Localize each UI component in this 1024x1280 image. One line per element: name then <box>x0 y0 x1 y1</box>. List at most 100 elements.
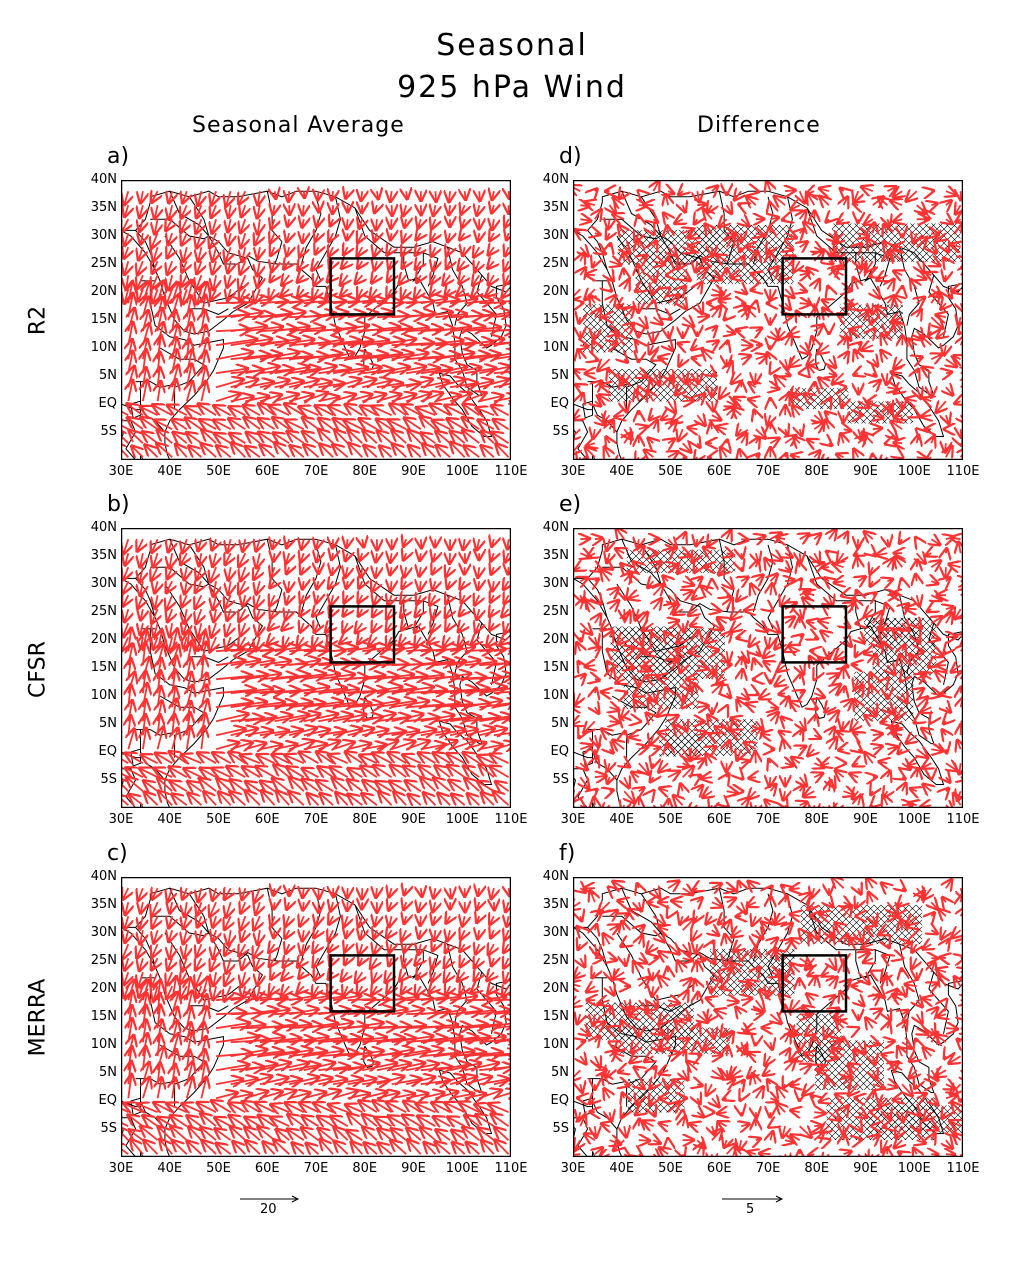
wind-vector <box>303 393 328 402</box>
latitude-tick-label: 5N <box>99 1065 117 1080</box>
wind-vector <box>667 743 668 749</box>
wind-vector <box>462 418 480 430</box>
wind-vector <box>347 394 373 401</box>
wind-vector <box>287 1129 305 1141</box>
wind-vector <box>403 553 406 560</box>
wind-vector <box>479 702 511 707</box>
wind-vector <box>917 1028 928 1034</box>
wind-vector <box>751 289 756 290</box>
wind-vector <box>785 697 789 708</box>
wind-vector <box>673 795 683 805</box>
latitude-tick-label: 40N <box>90 520 117 535</box>
wind-vector <box>420 381 449 387</box>
wind-vector <box>741 998 752 1000</box>
wind-vector <box>639 317 648 328</box>
wind-vector <box>374 205 377 213</box>
wind-vector <box>814 1125 822 1126</box>
wind-vector <box>770 583 772 595</box>
wind-vector <box>347 300 375 303</box>
wind-vector <box>343 623 348 633</box>
wind-vector <box>477 205 480 215</box>
wind-vector <box>870 581 873 586</box>
wind-vector <box>289 674 326 679</box>
wind-vector <box>741 693 749 699</box>
wind-vector <box>283 958 289 967</box>
wind-vector <box>853 733 858 736</box>
wind-vector <box>362 354 402 360</box>
wind-vector <box>800 690 805 693</box>
wind-vector <box>451 794 466 805</box>
wind-vector <box>864 651 873 654</box>
wind-vector <box>806 994 814 1001</box>
wind-vector <box>391 687 434 693</box>
wind-vector <box>814 247 822 251</box>
wind-vector <box>683 958 693 960</box>
wind-vector <box>123 566 128 580</box>
wind-vector <box>767 1080 770 1085</box>
wind-vector <box>615 415 625 417</box>
wind-vector <box>270 275 275 282</box>
longitude-tick-label: 30E <box>560 464 586 479</box>
longitude-tick-label: 60E <box>706 1161 732 1176</box>
wind-vector <box>316 752 334 764</box>
wind-vector <box>909 1070 917 1078</box>
wind-vector <box>212 218 216 233</box>
wind-vector <box>460 930 464 939</box>
wind-vector <box>490 916 494 925</box>
wind-vector <box>493 382 511 388</box>
wind-vector <box>808 972 815 976</box>
wind-vector <box>245 781 261 791</box>
wind-vector <box>754 410 756 415</box>
wind-vector <box>418 753 436 764</box>
wind-vector <box>769 777 770 786</box>
wind-vector <box>610 910 618 916</box>
wind-vector <box>652 763 653 768</box>
wind-vector <box>435 674 471 680</box>
wind-vector <box>433 261 436 271</box>
wind-vector <box>861 944 872 948</box>
wind-vector <box>727 791 738 793</box>
wind-vector <box>800 785 804 791</box>
wind-vector <box>858 1000 864 1006</box>
longitude-tick-label: 90E <box>853 1161 878 1176</box>
wind-vector <box>145 445 159 458</box>
wind-vector <box>683 581 694 585</box>
wind-vector <box>803 1084 815 1095</box>
wind-vector <box>226 190 231 206</box>
wind-vector <box>800 191 805 203</box>
wind-vector <box>257 972 260 986</box>
wind-vector <box>653 1140 660 1143</box>
wind-vector <box>479 191 480 201</box>
wind-vector <box>493 661 511 666</box>
wind-vector <box>184 944 187 958</box>
wind-vector <box>946 777 950 782</box>
wind-vector <box>274 647 300 651</box>
wind-vector <box>877 275 888 280</box>
wind-vector <box>182 888 187 899</box>
wind-vector <box>285 916 289 927</box>
latitude-tick-label: 40N <box>90 172 117 187</box>
wind-vector <box>355 275 362 284</box>
wind-vector <box>474 595 479 605</box>
wind-vector <box>286 609 290 620</box>
wind-vector <box>125 205 129 217</box>
wind-vector <box>756 328 762 331</box>
wind-vector <box>197 288 202 304</box>
longitude-tick-label: 40E <box>609 1161 635 1176</box>
wind-vector <box>789 359 799 367</box>
study-region-box <box>329 257 396 316</box>
wind-vector <box>887 539 888 546</box>
wind-vector <box>168 538 172 552</box>
longitude-tick-label: 110E <box>946 812 980 827</box>
wind-vector <box>858 637 864 643</box>
wind-vector <box>450 355 490 359</box>
latitude-tick-label: 35N <box>542 897 569 912</box>
wind-vector <box>420 369 452 373</box>
wind-vector <box>318 341 360 346</box>
wind-vector <box>931 191 933 192</box>
wind-vector <box>957 1039 961 1042</box>
wind-vector <box>858 343 861 346</box>
wind-vector <box>804 592 815 595</box>
wind-vector <box>668 967 669 972</box>
wind-vector <box>887 429 897 439</box>
